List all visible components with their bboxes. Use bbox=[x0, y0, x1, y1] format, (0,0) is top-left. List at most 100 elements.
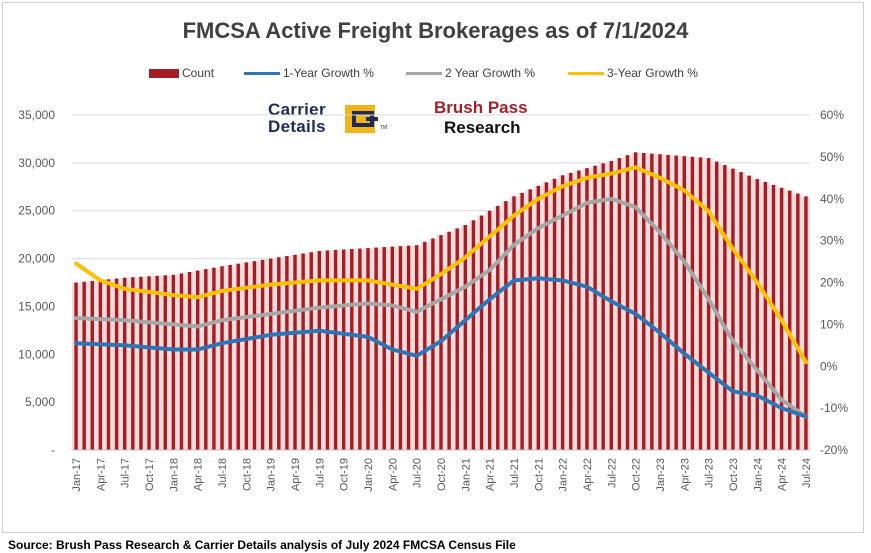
bar-count bbox=[82, 281, 86, 450]
bar-count bbox=[552, 178, 557, 451]
bar-count bbox=[625, 155, 630, 450]
bar-count bbox=[471, 220, 476, 450]
bar-count bbox=[650, 153, 654, 450]
bar-count bbox=[577, 170, 581, 450]
brush-pass-logo: Brush Pass Research bbox=[434, 98, 544, 138]
bar-count bbox=[739, 172, 743, 450]
bar-count bbox=[406, 245, 411, 450]
chart-legend: Count 1-Year Growth % 2 Year Growth % 3-… bbox=[0, 64, 871, 82]
bar-count bbox=[244, 262, 249, 450]
y-left-tick-label: - bbox=[51, 443, 55, 457]
x-tick-label: Apr-24 bbox=[777, 458, 789, 491]
bar-count bbox=[285, 256, 289, 450]
x-tick-label: Jul-18 bbox=[217, 458, 229, 488]
bar-count bbox=[220, 266, 224, 450]
bar-count bbox=[755, 179, 759, 450]
bar-count bbox=[358, 248, 362, 450]
legend-item-two-year: 2 Year Growth % bbox=[406, 64, 535, 82]
bar-count bbox=[398, 246, 403, 450]
x-tick-label: Jul-22 bbox=[606, 458, 618, 488]
bar-count bbox=[163, 275, 167, 450]
x-tick-label: Jul-17 bbox=[120, 458, 132, 488]
bar-count bbox=[512, 196, 516, 450]
x-tick-label: Oct-18 bbox=[241, 458, 253, 491]
bar-count bbox=[155, 275, 159, 450]
bar-count bbox=[131, 277, 135, 450]
x-tick-label: Apr-18 bbox=[193, 458, 205, 491]
x-tick-label: Oct-19 bbox=[339, 458, 351, 491]
x-tick-label: Apr-21 bbox=[485, 458, 497, 491]
bar-count bbox=[771, 184, 776, 450]
y-right-tick-label: -20% bbox=[820, 443, 848, 457]
x-tick-label: Jan-22 bbox=[558, 458, 570, 492]
bar-count bbox=[187, 271, 192, 450]
legend-label-two-year: 2 Year Growth % bbox=[445, 66, 536, 80]
bar-count bbox=[228, 264, 232, 450]
bar-count bbox=[804, 196, 808, 450]
bar-count bbox=[236, 263, 240, 450]
bar-count bbox=[593, 165, 597, 450]
bar-count bbox=[341, 249, 346, 450]
bar-count bbox=[731, 168, 735, 450]
legend-item-three-year: 3-Year Growth % bbox=[568, 64, 698, 82]
legend-label-count: Count bbox=[182, 66, 215, 80]
y-left-tick-label: 20,000 bbox=[18, 252, 55, 266]
y-left-tick-label: 15,000 bbox=[18, 299, 55, 313]
x-tick-label: Apr-17 bbox=[95, 458, 107, 491]
bar-count bbox=[212, 267, 216, 450]
carrier-details-logo-mark-icon: TM bbox=[345, 105, 387, 133]
bar-count bbox=[204, 269, 208, 450]
y-left-tick-label: 10,000 bbox=[18, 347, 55, 361]
bar-count bbox=[666, 154, 670, 450]
bar-count bbox=[763, 182, 768, 450]
bar-count bbox=[706, 158, 711, 451]
y-left-tick-label: 5,000 bbox=[25, 395, 55, 409]
bar-count bbox=[796, 193, 800, 450]
y-axis-right: -20% -10% 0% 10% 20% 30% 40% 50% 60% bbox=[820, 108, 848, 457]
bar-count bbox=[196, 270, 200, 450]
bar-count bbox=[496, 205, 500, 450]
bar-count bbox=[268, 258, 273, 450]
bar-count bbox=[601, 163, 605, 451]
bar-count bbox=[698, 157, 703, 450]
x-tick-label: Jul-20 bbox=[412, 458, 424, 488]
y-right-tick-label: 60% bbox=[820, 108, 844, 122]
x-tick-label: Jan-23 bbox=[655, 458, 667, 492]
bar-count bbox=[747, 175, 751, 450]
bar-count bbox=[414, 245, 419, 450]
x-tick-label: Oct-23 bbox=[728, 458, 740, 491]
y-right-tick-label: 50% bbox=[820, 150, 844, 164]
y-right-tick-label: 30% bbox=[820, 234, 844, 248]
bar-count bbox=[301, 253, 305, 450]
bar-count bbox=[139, 276, 143, 450]
bar-count bbox=[252, 261, 257, 450]
bar-count bbox=[171, 274, 176, 450]
carrier-details-logo: Carrier Details TM bbox=[268, 101, 398, 137]
brush-pass-logo-line2: Research bbox=[444, 118, 521, 137]
bar-count bbox=[560, 175, 565, 451]
bars-count bbox=[72, 152, 810, 451]
x-tick-label: Jul-19 bbox=[314, 458, 326, 488]
carrier-details-logo-tm: TM bbox=[380, 125, 387, 131]
legend-label-three-year: 3-Year Growth % bbox=[607, 66, 698, 80]
bar-count bbox=[682, 156, 686, 450]
x-tick-label: Jan-17 bbox=[71, 458, 83, 492]
y-right-tick-label: 0% bbox=[820, 359, 838, 373]
x-tick-label: Jul-21 bbox=[509, 458, 521, 488]
chart-title: FMCSA Active Freight Brokerages as of 7/… bbox=[182, 18, 689, 43]
growth-lines bbox=[74, 165, 808, 419]
y-right-tick-label: -10% bbox=[820, 401, 848, 415]
x-tick-label: Oct-20 bbox=[436, 458, 448, 491]
bar-count bbox=[723, 165, 727, 451]
x-tick-label: Jan-21 bbox=[460, 458, 472, 492]
bar-count bbox=[325, 250, 330, 450]
x-tick-label: Apr-23 bbox=[679, 458, 691, 491]
bar-count bbox=[382, 247, 386, 450]
bar-count bbox=[569, 172, 573, 450]
bar-count bbox=[277, 257, 281, 450]
bar-count bbox=[98, 280, 103, 450]
y-axis-left: - 5,000 10,000 15,000 20,000 25,000 30,000 35,0… bbox=[18, 108, 55, 457]
bar-count bbox=[106, 279, 111, 450]
bar-count bbox=[609, 160, 614, 450]
y-left-tick-label: 25,000 bbox=[18, 204, 55, 218]
